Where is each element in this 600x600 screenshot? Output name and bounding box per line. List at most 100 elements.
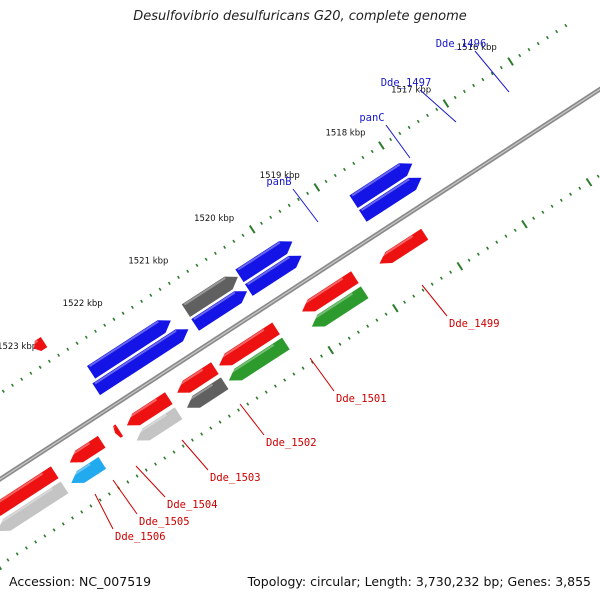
- cds-dde1501-shape: [311, 286, 369, 327]
- gene-label: panC: [359, 112, 384, 124]
- cds-panB-shape: [359, 177, 422, 222]
- accession-text: Accession: NC_007519: [9, 574, 152, 589]
- gene-panB-shape: [349, 163, 413, 208]
- backbone-highlight: [0, 88, 600, 480]
- feature-layer: [0, 163, 429, 531]
- outer-tick-tick: [378, 141, 385, 150]
- cds-dde1501: [310, 286, 369, 327]
- inner-tick-tick: [264, 390, 268, 394]
- inner-tick-tick: [456, 261, 464, 271]
- inner-tick-tick: [366, 324, 370, 328]
- outer-tick-tick: [38, 365, 42, 369]
- kbp-tick-label: 1521 kbp: [128, 257, 168, 267]
- outer-tick-tick: [47, 359, 51, 363]
- outer-tick-tick: [313, 183, 321, 192]
- outer-tick-tick: [333, 173, 337, 178]
- inner-tick-tick: [338, 342, 342, 346]
- cds-panB: [359, 177, 422, 222]
- inner-tick-tick: [163, 456, 167, 460]
- inner-tick-tick: [43, 534, 47, 538]
- inner-tick-tick: [513, 228, 517, 232]
- outer-tick-tick: [158, 287, 162, 292]
- outer-tick-tick: [121, 311, 125, 316]
- inner-tick-tick: [550, 204, 554, 208]
- gene-dde1496-shine: [88, 320, 159, 368]
- inner-tick-tick: [172, 450, 176, 454]
- gene-panB-shine: [351, 163, 401, 197]
- cds-panC-shine: [246, 256, 290, 286]
- gene-dde1501-shape: [302, 271, 359, 312]
- kbp-tick-label: 1516 kbp: [457, 43, 497, 53]
- outer-tick-tick: [435, 107, 439, 112]
- cds-dde1497: [191, 291, 248, 331]
- inner-tick-tick: [559, 198, 563, 202]
- outer-tick-tick: [481, 77, 485, 82]
- inner-tick-tick: [585, 177, 593, 187]
- cds-dde1503-shine: [185, 383, 214, 403]
- leader-line: [135, 465, 166, 498]
- outer-tick-tick: [248, 225, 256, 234]
- gene-dde1496-shape: [87, 320, 171, 379]
- cds-panB-shine: [360, 178, 410, 212]
- leader-line: [385, 124, 411, 159]
- outer-tick-tick: [140, 299, 144, 304]
- kbp-tick-label: 1517 kbp: [391, 86, 431, 96]
- outer-tick-tick: [149, 293, 153, 298]
- outer-tick-tick: [361, 155, 365, 160]
- outer-tick-tick: [462, 89, 466, 94]
- inner-tick-tick: [61, 522, 65, 526]
- gene-dde1505-shape: [113, 424, 124, 438]
- cds-dde1506: [0, 481, 69, 531]
- outer-tick-tick: [555, 29, 559, 34]
- inner-tick-tick: [107, 492, 111, 496]
- gene-panC-shine: [237, 241, 281, 271]
- inner-tick-tick: [449, 270, 453, 274]
- cds-dde1496-shape: [92, 329, 189, 396]
- outer-tick-tick: [370, 149, 374, 154]
- outer-tick-tick: [232, 239, 236, 244]
- gene-edge-red: [32, 337, 48, 351]
- cds-dde1496: [92, 329, 189, 396]
- leader-line: [239, 403, 265, 436]
- inner-tick-tick: [412, 294, 416, 298]
- inner-tick-tick: [24, 546, 28, 550]
- inner-tick-tick: [495, 240, 499, 244]
- gene-dde1502-shape: [219, 322, 280, 366]
- outer-tick-tick: [112, 317, 116, 322]
- inner-tick-tick: [71, 516, 74, 520]
- gene-label: panB: [266, 176, 291, 188]
- outer-tick-tick: [260, 221, 263, 226]
- cds-dde1506-shine: [0, 487, 53, 525]
- gene-dde1504-shine: [124, 398, 158, 421]
- inner-tick-tick: [15, 552, 19, 556]
- inner-tick-tick: [6, 558, 10, 562]
- cds-dde1497-shine: [193, 291, 236, 321]
- outer-tick-tick: [84, 335, 88, 339]
- leader-line: [112, 479, 138, 515]
- outer-tick-tick: [453, 95, 457, 100]
- cds-dde1502: [227, 337, 290, 381]
- inner-tick-tick: [439, 276, 443, 280]
- outer-tick-tick: [241, 233, 245, 238]
- inner-tick-tick: [578, 186, 582, 190]
- outer-tick-tick: [66, 347, 70, 351]
- gene-label: Dde_1499: [449, 318, 500, 330]
- gene-panC: [235, 241, 293, 283]
- inner-tick-tick: [320, 354, 324, 358]
- gene-label: Dde_1496: [436, 38, 487, 50]
- inner-tick-tick: [98, 498, 102, 502]
- gene-dde1496: [87, 320, 171, 379]
- cds-dde1504-shine: [134, 413, 167, 436]
- inner-tick-tick: [89, 504, 93, 508]
- gene-dde1497-shape: [181, 276, 238, 317]
- cds-panC-shape: [245, 255, 302, 296]
- inner-tick-tick: [34, 540, 38, 544]
- inner-tick-tick: [190, 438, 194, 442]
- inner-tick-tick: [246, 402, 250, 406]
- kbp-tick-label: 1522 kbp: [63, 299, 103, 309]
- gene-label: Dde_1504: [167, 499, 218, 511]
- outer-tick-tick: [426, 113, 429, 118]
- inner-tick-tick: [218, 420, 222, 424]
- outer-tick-tick: [57, 353, 61, 357]
- outer-tick-tick: [167, 281, 171, 286]
